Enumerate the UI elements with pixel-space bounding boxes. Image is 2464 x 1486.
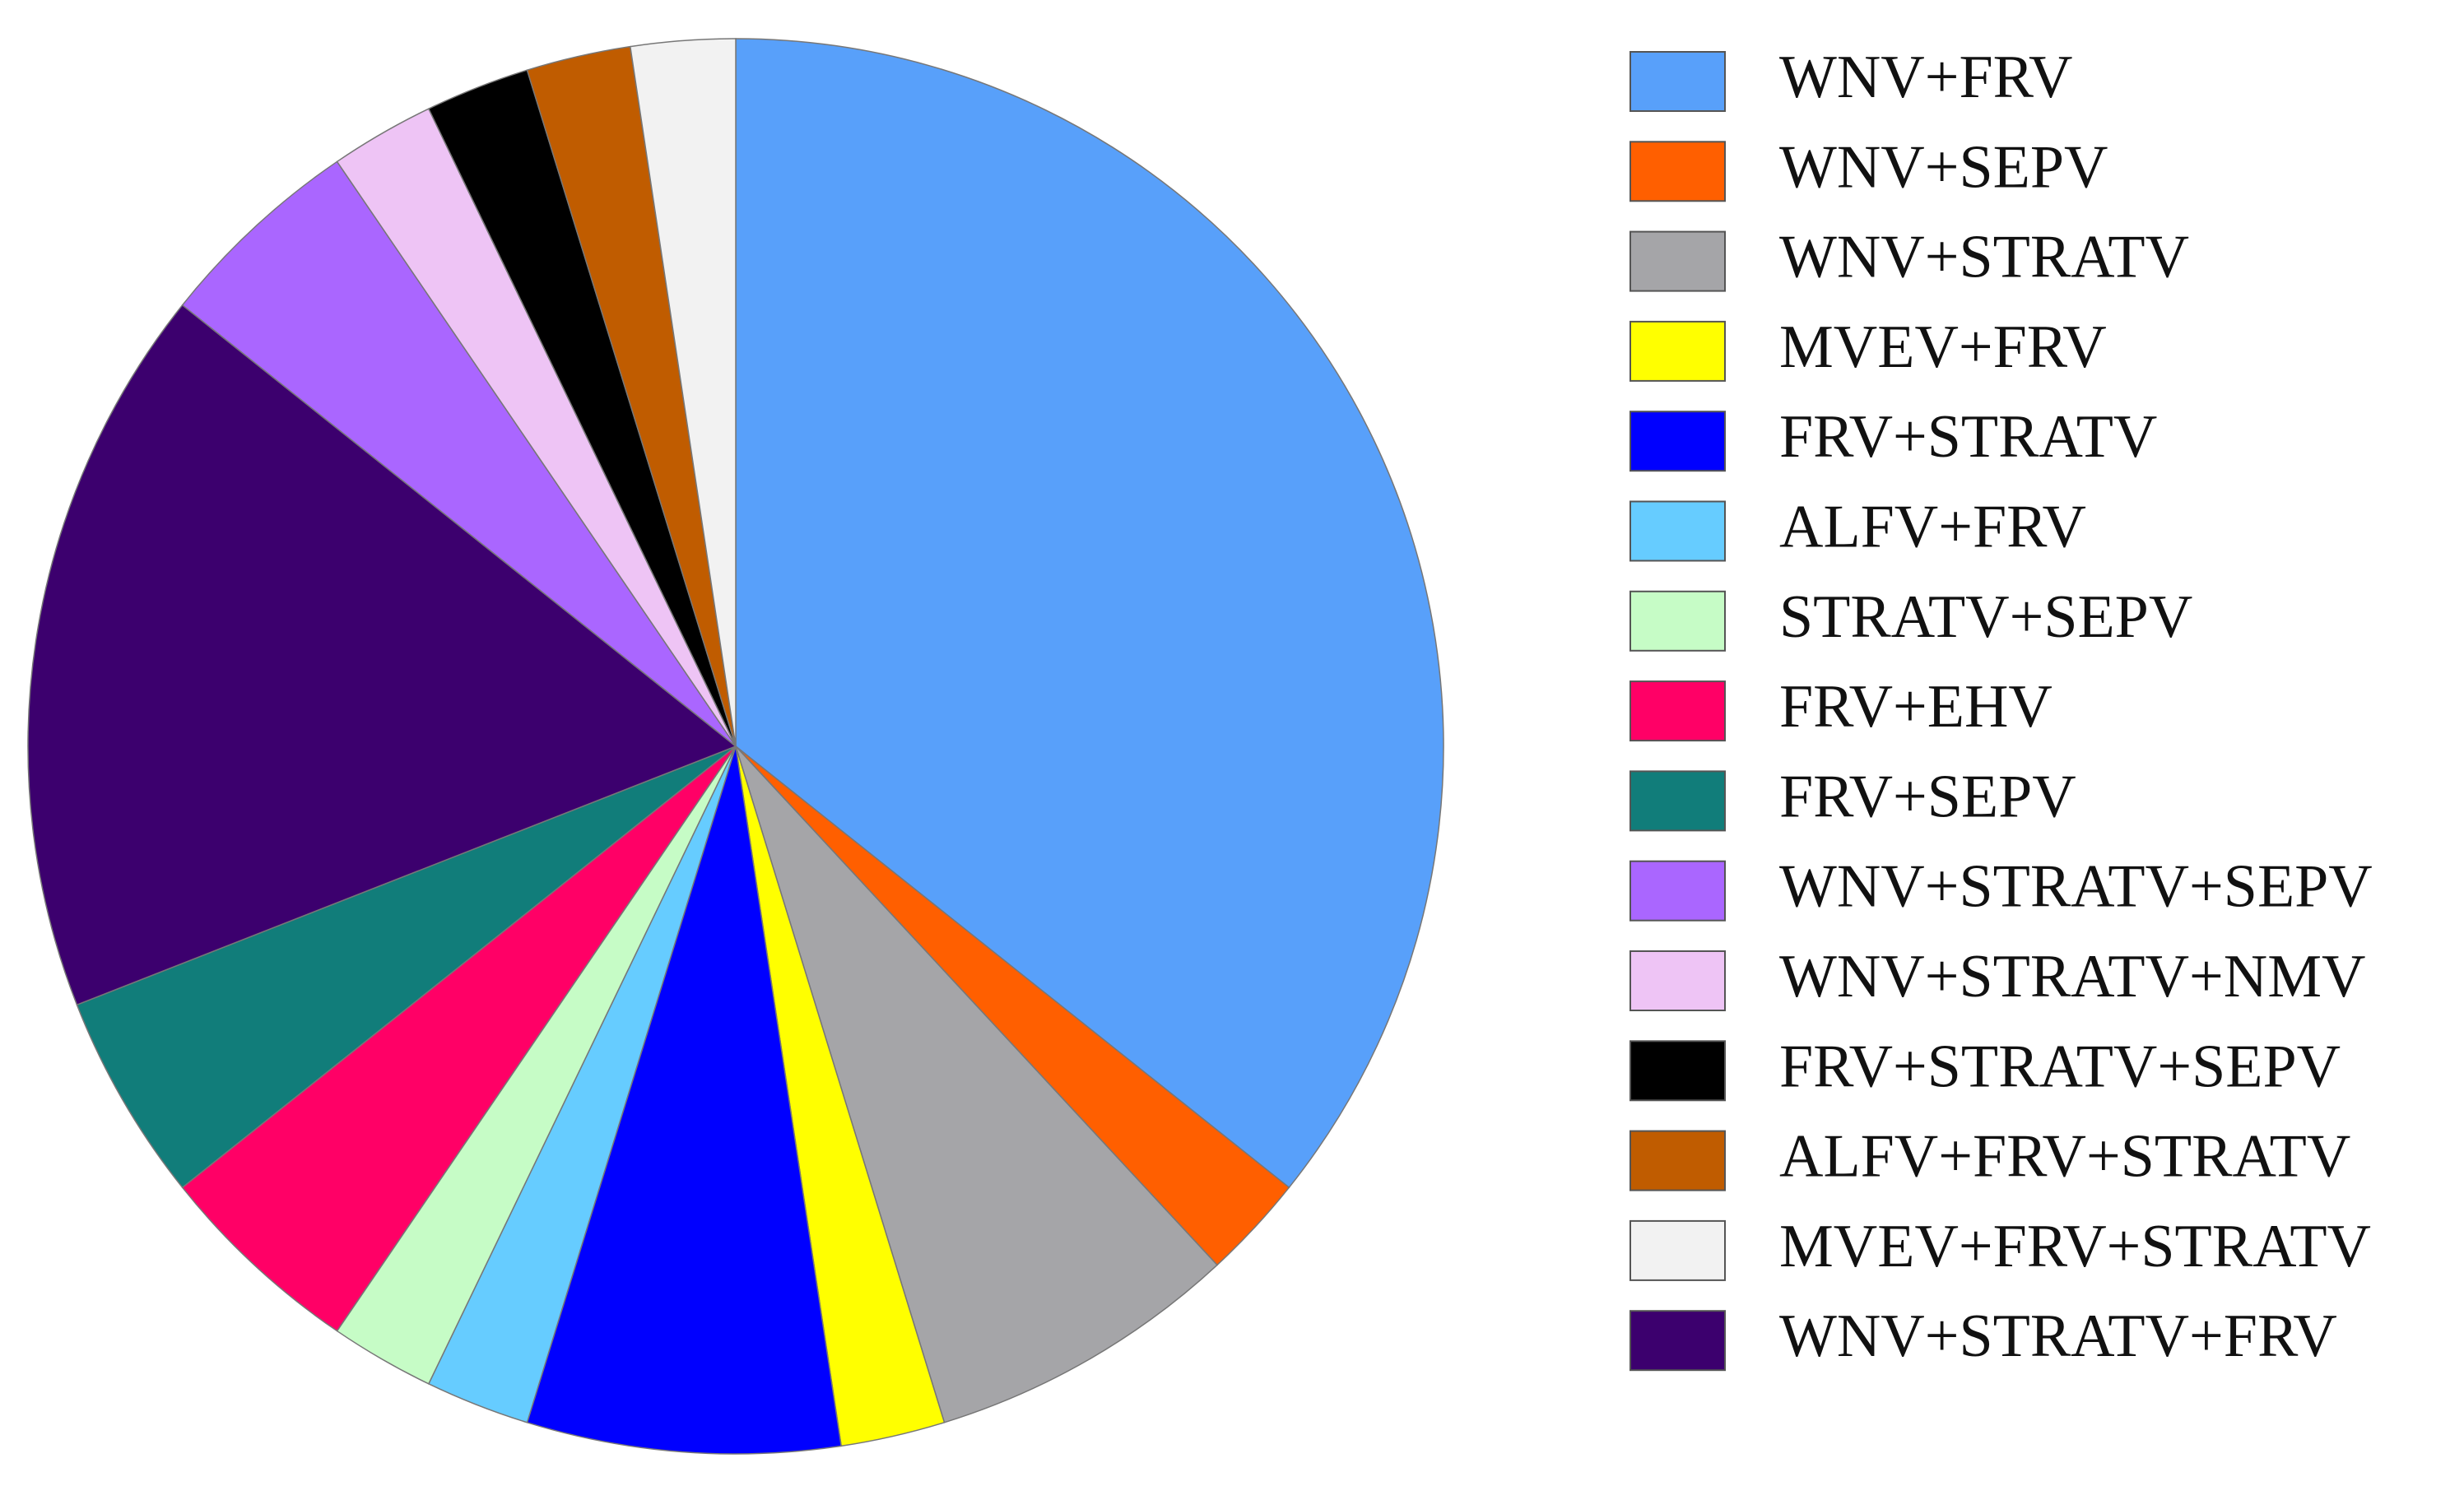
legend-swatch (1629, 500, 1726, 562)
legend-label: WNV+FRV (1779, 44, 2073, 111)
pie-slice (181, 160, 737, 747)
legend-swatch (1629, 860, 1726, 922)
legend-label: WNV+STRATV+FRV (1779, 1303, 2337, 1370)
pie-slice (526, 745, 843, 1455)
legend-label: FRV+EHV (1779, 673, 2053, 741)
legend-label: ALFV+FRV+STRATV (1779, 1123, 2350, 1191)
pie-slice (76, 745, 737, 1189)
legend-label: FRV+STRATV+SEPV (1779, 1033, 2341, 1100)
legend-label: STRATV+SEPV (1779, 583, 2192, 651)
legend-label: WNV+STRATV+SEPV (1779, 853, 2373, 921)
legend-swatch (1629, 770, 1726, 832)
legend-swatch (1629, 320, 1726, 382)
legend-swatch (1629, 1310, 1726, 1372)
legend-label: WNV+STRATV+NMV (1779, 943, 2365, 1010)
legend-label: WNV+STRATV (1779, 224, 2189, 291)
legend-label: FRV+SEPV (1779, 763, 2076, 830)
pie-slice (27, 304, 737, 1006)
legend-swatch (1629, 1130, 1726, 1191)
legend-label: ALFV+FRV (1779, 493, 2086, 560)
pie-slice (629, 38, 737, 747)
legend-swatch (1629, 590, 1726, 652)
legend-label: MVEV+FRV (1779, 313, 2107, 381)
legend-swatch (1629, 1040, 1726, 1102)
pie-slice (735, 38, 1444, 1189)
legend-swatch (1629, 141, 1726, 202)
legend-label: MVEV+FRV+STRATV (1779, 1213, 2371, 1280)
legend-swatch (1629, 230, 1726, 292)
legend-label: WNV+SEPV (1779, 133, 2108, 201)
legend-label: FRV+STRATV (1779, 403, 2157, 471)
legend-swatch (1629, 1219, 1726, 1281)
legend-swatch (1629, 680, 1726, 742)
pie-slice (735, 745, 1219, 1423)
legend-swatch (1629, 51, 1726, 112)
legend-swatch (1629, 411, 1726, 472)
legend-swatch (1629, 950, 1726, 1011)
pie-slice (181, 745, 737, 1332)
